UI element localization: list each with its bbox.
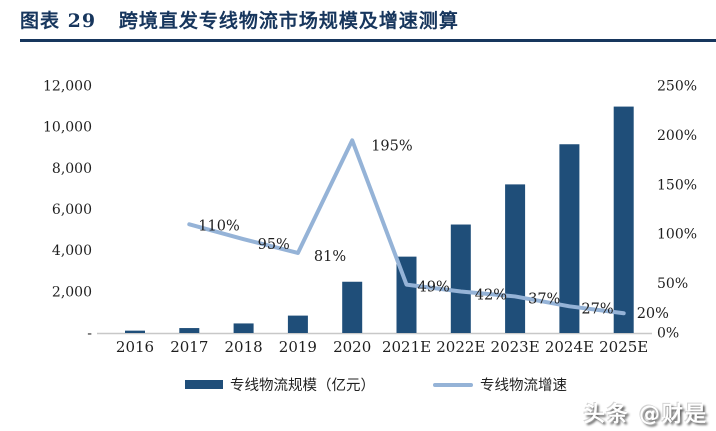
left-axis-tick-label: 6,000	[52, 202, 92, 218]
x-axis-label-2017: 2017	[170, 338, 208, 356]
x-axis-label-2025E: 2025E	[599, 338, 648, 356]
chart-svg: - 2,000 4,000 6,000 8,000 10,000 12,000 0% 50% 10…	[43, 79, 697, 357]
right-axis-tick-label: 0%	[657, 326, 679, 342]
legend-bar-label: 专线物流规模（亿元）	[230, 378, 375, 394]
growth-label-2017: 110%	[198, 218, 239, 234]
growth-label-2020: 195%	[371, 138, 412, 154]
left-axis-tick-label: 4,000	[52, 243, 92, 259]
legend-line-label: 专线物流增速	[480, 378, 567, 394]
bar-2022E	[450, 224, 471, 333]
growth-label-2019: 81%	[314, 249, 346, 265]
x-axis-label-2020: 2020	[333, 338, 371, 356]
right-axis-tick-label: 250%	[657, 79, 697, 95]
growth-line	[187, 138, 626, 316]
growth-label-2022E: 42%	[475, 288, 507, 304]
right-axis-tick-label: 50%	[657, 276, 688, 292]
left-axis-tick-label: -	[87, 326, 92, 342]
growth-label-2018: 95%	[258, 237, 290, 253]
right-axis-tick-label: 200%	[657, 128, 697, 144]
x-axis-label-2022E: 2022E	[436, 338, 485, 356]
growth-label-2021E: 49%	[418, 280, 450, 296]
growth-label-2024E: 27%	[581, 301, 613, 317]
bar-2016	[125, 330, 145, 333]
x-axis-label-2016: 2016	[116, 338, 154, 356]
bar-2017	[179, 328, 200, 333]
bar-2023E	[505, 184, 526, 333]
bar-2019	[287, 315, 308, 333]
left-axis-tick-label: 10,000	[43, 120, 92, 136]
right-axis-tick-label: 150%	[657, 177, 697, 193]
watermark: 头条 @财是	[583, 402, 708, 426]
x-axis-label-2023E: 2023E	[491, 338, 540, 356]
bar-2024E	[559, 144, 580, 333]
left-axis-tick-label: 2,000	[52, 284, 92, 300]
x-axis-label-2018: 2018	[225, 338, 263, 356]
bar-2025E	[613, 106, 634, 333]
x-axis-label-2024E: 2024E	[545, 338, 594, 356]
legend-item-bar-series: 专线物流规模（亿元）	[185, 374, 375, 395]
growth-label-2025E: 20%	[637, 306, 669, 322]
bar-2020	[342, 281, 363, 333]
right-axis-tick-label: 100%	[657, 227, 697, 243]
legend-bar-swatch	[185, 380, 223, 389]
left-axis-tick-label: 8,000	[52, 161, 92, 177]
bar-2018	[233, 323, 254, 333]
left-axis-tick-label: 12,000	[43, 79, 92, 95]
chart-legend: 专线物流规模（亿元） 专线物流增速	[100, 374, 652, 395]
legend-item-line-series: 专线物流增速	[433, 374, 567, 395]
growth-label-2023E: 37%	[528, 291, 560, 307]
figure-title: 图表 29 跨境直发专线物流市场规模及增速测算	[20, 10, 459, 32]
x-axis-label-2019: 2019	[279, 338, 317, 356]
legend-line-swatch	[433, 382, 473, 387]
title-underline	[20, 39, 716, 42]
x-axis-label-2021E: 2021E	[382, 338, 431, 356]
